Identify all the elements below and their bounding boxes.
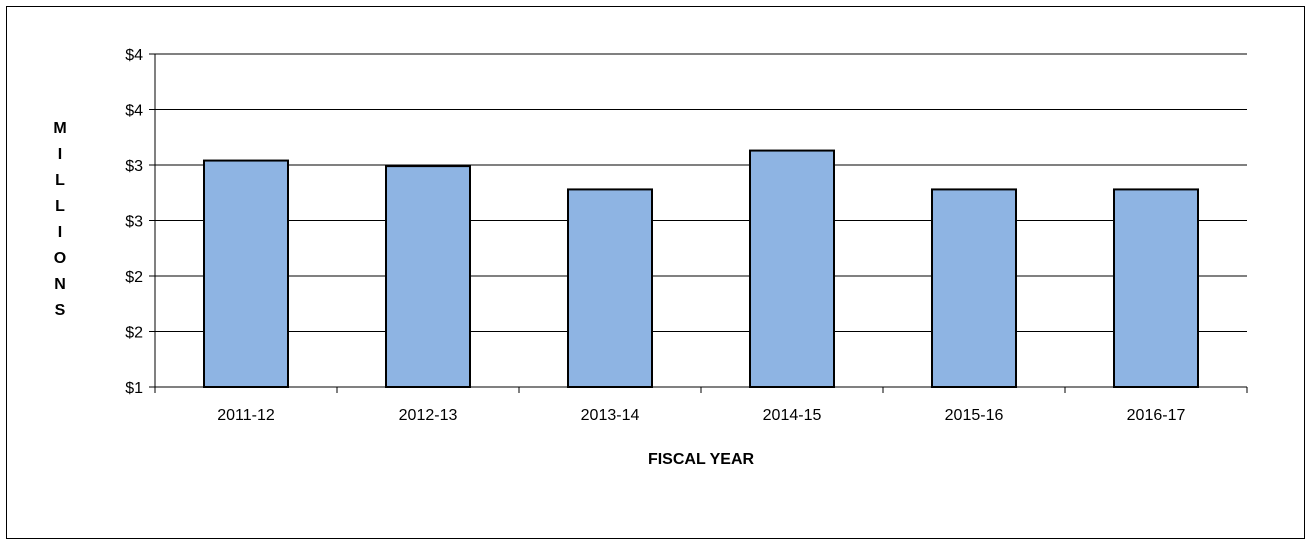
x-tick-label: 2016-17 (1127, 407, 1186, 424)
x-axis-title: FISCAL YEAR (648, 451, 755, 468)
y-tick-label: $4 (125, 47, 143, 64)
bar-2015-16 (931, 188, 1017, 388)
gridlines (149, 53, 1247, 388)
y-tick-label: $2 (125, 269, 143, 286)
bars (203, 149, 1199, 388)
bar-2012-13 (385, 165, 471, 388)
bar-chart: $1 $2 $2 $3 $3 $4 $4 2011-12 2012-13 2013-14 2014… (53, 47, 1248, 468)
y-tick-labels: $1 $2 $2 $3 $3 $4 $4 (125, 47, 143, 397)
y-tick-label: $2 (125, 325, 143, 342)
y-tick-label: $4 (125, 103, 143, 120)
bar-2011-12 (203, 159, 289, 388)
x-tick-label: 2014-15 (763, 407, 822, 424)
x-tick-label: 2015-16 (945, 407, 1004, 424)
y-tick-label: $3 (125, 158, 143, 175)
bar-2014-15 (749, 149, 835, 388)
chart-frame: $1 $2 $2 $3 $3 $4 $4 2011-12 2012-13 2013-14 2014… (6, 6, 1305, 539)
x-tick-label: 2012-13 (399, 407, 458, 424)
y-tick-label: $3 (125, 214, 143, 231)
x-tick-labels: 2011-12 2012-13 2013-14 2014-15 2015-16 2016-… (217, 407, 1185, 424)
bar-2013-14 (567, 188, 653, 388)
axes (154, 54, 1248, 393)
bar-2016-17 (1113, 188, 1199, 388)
y-tick-label: $1 (125, 380, 143, 397)
x-tick-label: 2013-14 (581, 407, 640, 424)
x-tick-label: 2011-12 (217, 407, 275, 424)
